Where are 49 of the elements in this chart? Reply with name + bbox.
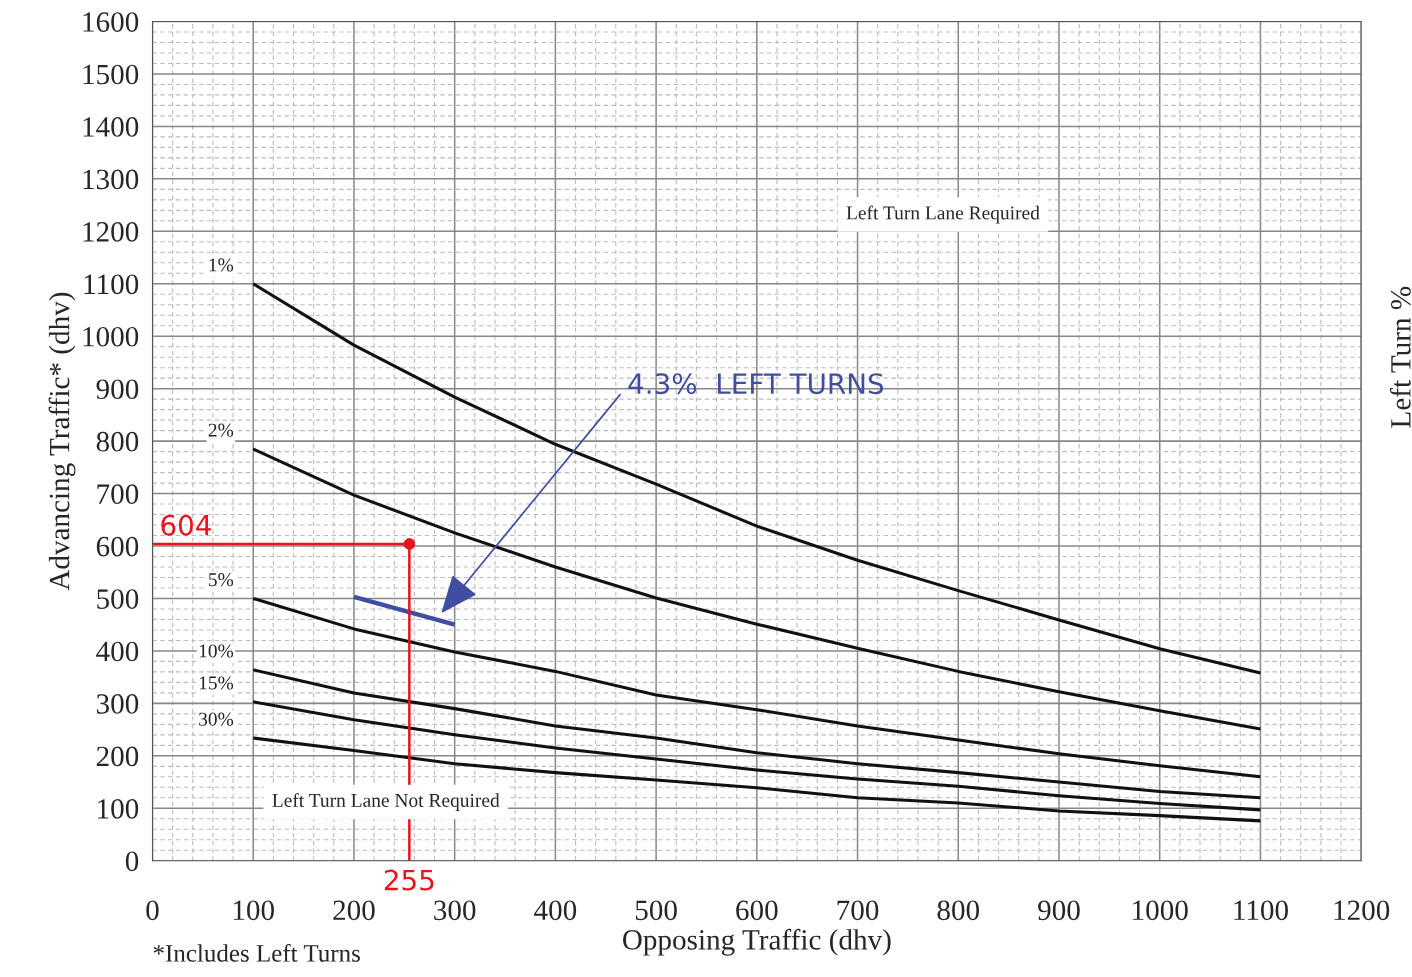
y-tick-label: 500 <box>97 589 139 609</box>
y-tick-label: 1000 <box>83 326 139 347</box>
x-tick-label: 1100 <box>1234 900 1288 921</box>
y-tick-label: 300 <box>96 694 139 714</box>
y-tick-label: 900 <box>96 379 139 400</box>
x-tick-label: 900 <box>1038 900 1080 921</box>
y-tick-label: 1300 <box>83 169 139 190</box>
line-series <box>251 596 1262 779</box>
x-tick-label: 1200 <box>1334 900 1390 921</box>
line-series <box>251 700 1262 812</box>
annotation: 255 <box>384 869 434 891</box>
line-series <box>251 447 1262 731</box>
y-tick-label: 800 <box>96 431 139 452</box>
x-axis-title: Opposing Traffic (dhv) <box>622 928 891 956</box>
annotation: Left Turn Lane Required <box>846 205 1040 224</box>
x-tick-label: 600 <box>736 900 778 921</box>
x-tick-label: 1000 <box>1133 900 1188 921</box>
y-tick-label: 100 <box>98 799 139 819</box>
line-series <box>251 736 1262 823</box>
series-label: 10% <box>199 644 234 658</box>
y-tick-label: 1100 <box>84 274 139 295</box>
x-tick-label: 400 <box>534 900 577 921</box>
series-label: 5% <box>208 573 234 587</box>
x-tick-label: 300 <box>434 900 476 921</box>
x-tick-label: 700 <box>837 900 879 921</box>
x-tick-label: 100 <box>233 900 274 921</box>
text: *Includes Left Turns <box>153 943 360 962</box>
y2-axis-title: Left Turn % <box>1389 286 1411 428</box>
y-tick-label: 200 <box>96 746 139 767</box>
y-tick-label: 700 <box>97 484 139 504</box>
y-tick-label: 1200 <box>83 222 139 242</box>
x-tick-label: 200 <box>333 900 375 921</box>
y-tick-label: 1600 <box>83 12 139 32</box>
y-tick-label: 1400 <box>83 117 139 137</box>
series-label: 1% <box>209 258 234 272</box>
y-tick-label: 1500 <box>83 64 139 85</box>
y-tick-label: 0 <box>125 851 139 872</box>
line-series <box>251 282 1262 675</box>
x-tick-label: 800 <box>937 900 980 921</box>
y-tick-label: 600 <box>96 536 139 557</box>
annotation: Left Turn Lane Not Required <box>272 793 500 811</box>
x-tick-label: 500 <box>635 900 677 921</box>
y-tick-label: 400 <box>96 641 139 662</box>
series-label: 15% <box>199 676 234 690</box>
series-label: 2% <box>208 423 234 437</box>
y-axis-title: Advancing Traffic* (dhv) <box>48 292 76 591</box>
x-tick-label: 0 <box>146 900 159 921</box>
series-label: 30% <box>199 712 234 726</box>
annotation: 604 <box>161 514 211 536</box>
